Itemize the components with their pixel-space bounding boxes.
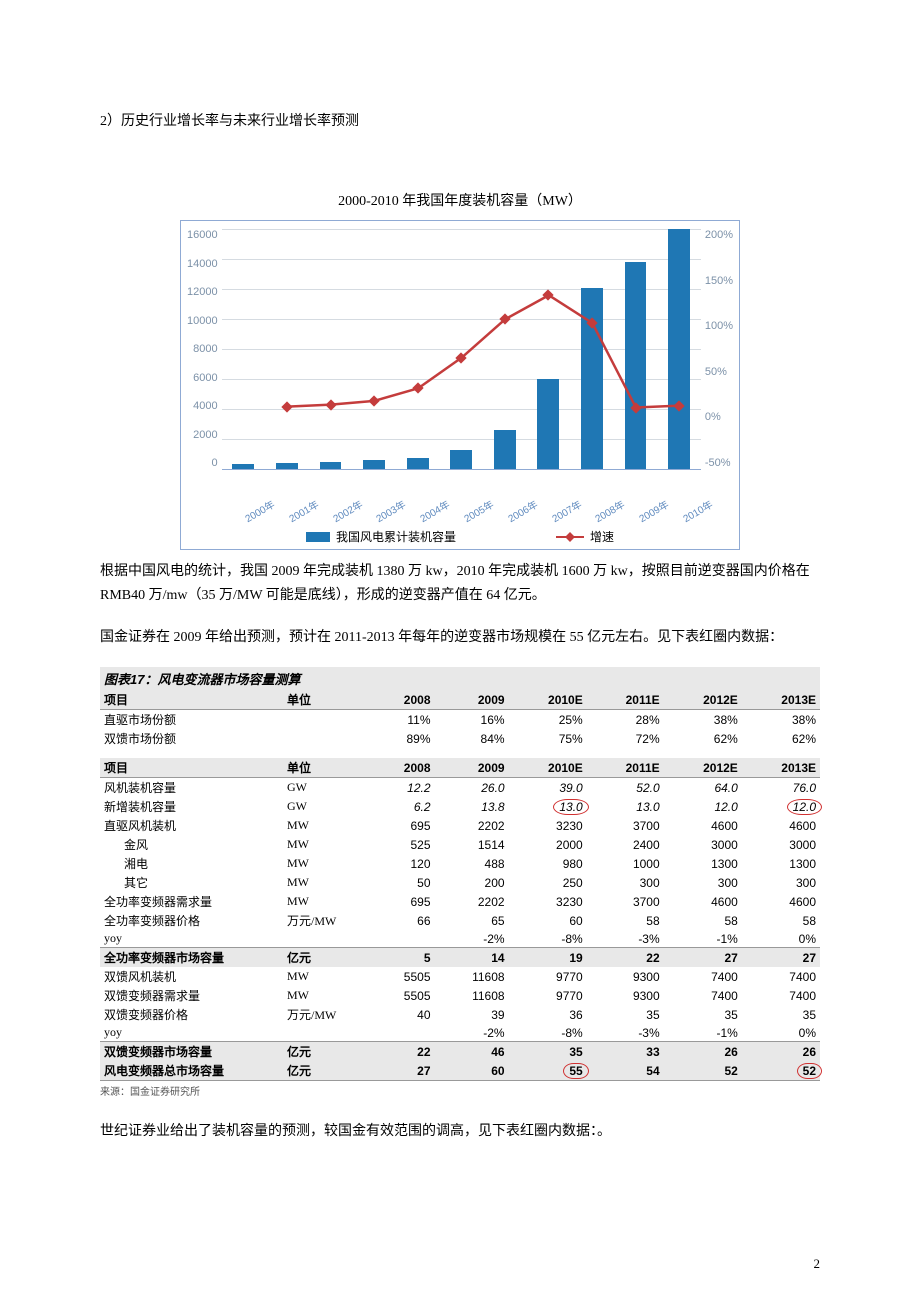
legend-bar-label: 我国风电累计装机容量 xyxy=(336,528,456,545)
y-axis-right: 200%150%100%50%0%-50% xyxy=(701,229,733,469)
y-axis-left: 1600014000120001000080006000400020000 xyxy=(187,229,222,469)
x-axis-categories: 2000年2001年2002年2003年2004年2005年2006年2007年… xyxy=(219,470,701,520)
legend-line-swatch xyxy=(556,536,584,538)
table-source: 来源：国金证券研究所 xyxy=(100,1083,820,1098)
paragraph-1: 根据中国风电的统计，我国 2009 年完成装机 1380 万 kw，2010 年… xyxy=(100,560,820,608)
chart-title: 2000-2010 年我国年度装机容量（MW） xyxy=(100,190,820,210)
combo-chart: 1600014000120001000080006000400020000 20… xyxy=(180,220,740,550)
chart-plot-area xyxy=(222,229,701,470)
page-number: 2 xyxy=(814,1256,821,1272)
section-heading: 2）历史行业增长率与未来行业增长率预测 xyxy=(100,110,820,130)
table-title: 图表17：风电变流器市场容量测算 xyxy=(100,667,820,690)
legend-bar-swatch xyxy=(306,532,330,542)
paragraph-2: 国金证券在 2009 年给出预测，预计在 2011-2013 年每年的逆变器市场… xyxy=(100,626,820,650)
paragraph-3: 世纪证券业给出了装机容量的预测，较国金有效范围的调高，见下表红圈内数据：。 xyxy=(100,1120,820,1144)
market-table: 项目单位200820092010E2011E2012E2013E直驱市场份额11… xyxy=(100,690,820,1081)
legend-line-label: 增速 xyxy=(590,528,614,545)
chart-legend: 我国风电累计装机容量 增速 xyxy=(180,524,740,550)
